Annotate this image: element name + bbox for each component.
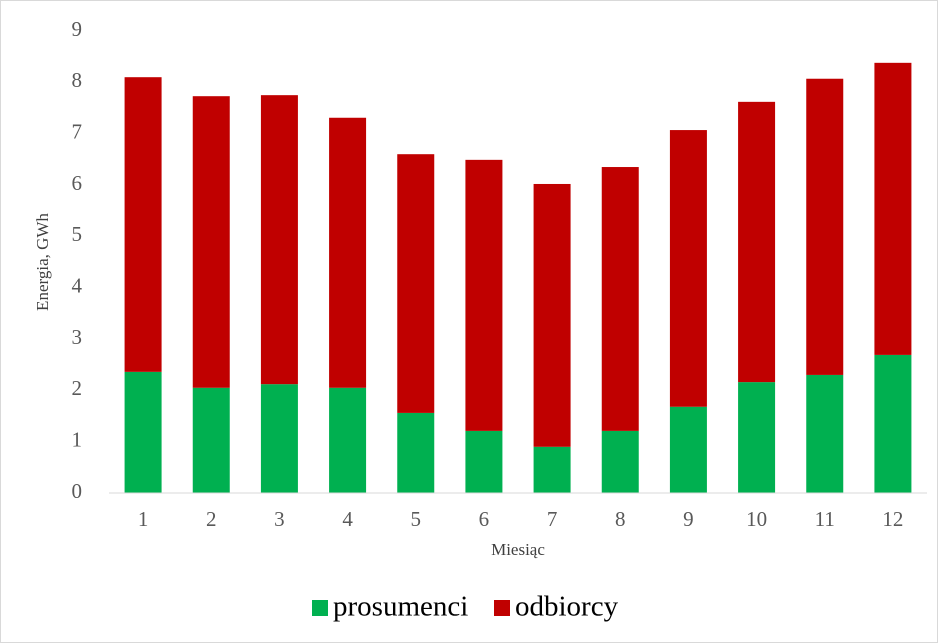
bar-segment bbox=[533, 446, 571, 493]
y-tick-label: 6 bbox=[72, 171, 83, 195]
bar-segment bbox=[124, 371, 162, 493]
bar-segment bbox=[669, 406, 707, 493]
x-tick-label: 12 bbox=[882, 507, 903, 531]
x-tick-label: 11 bbox=[815, 507, 835, 531]
bar-segment bbox=[806, 374, 844, 493]
bar-segment bbox=[738, 382, 776, 493]
legend-swatch bbox=[312, 600, 328, 616]
y-tick-label: 9 bbox=[72, 17, 83, 41]
bar-segment bbox=[124, 77, 162, 372]
bar-segment bbox=[874, 62, 912, 355]
bar-segment bbox=[465, 159, 503, 431]
bar-segment bbox=[601, 430, 639, 493]
bar-segment bbox=[192, 96, 230, 388]
x-tick-label: 7 bbox=[547, 507, 558, 531]
x-tick-label: 3 bbox=[274, 507, 285, 531]
y-tick-label: 2 bbox=[72, 376, 83, 400]
bar-segment bbox=[260, 95, 298, 385]
y-tick-label: 8 bbox=[72, 68, 83, 92]
x-tick-label: 4 bbox=[342, 507, 353, 531]
y-tick-label: 4 bbox=[72, 273, 83, 297]
bar-segment bbox=[874, 354, 912, 493]
legend-label: prosumenci bbox=[333, 591, 468, 623]
y-tick-label: 5 bbox=[72, 222, 83, 246]
bar-segment bbox=[329, 117, 367, 388]
legend-label: odbiorcy bbox=[515, 591, 619, 623]
bar-segment bbox=[397, 412, 435, 493]
bar-segment bbox=[397, 154, 435, 413]
bar-segment bbox=[260, 384, 298, 493]
x-axis-label: Miesiąc bbox=[491, 540, 545, 559]
y-tick-label: 1 bbox=[72, 427, 83, 451]
bar-segment bbox=[533, 183, 571, 447]
x-tick-label: 6 bbox=[479, 507, 490, 531]
bar-segment bbox=[601, 167, 639, 431]
y-tick-label: 7 bbox=[72, 119, 83, 143]
y-tick-label: 3 bbox=[72, 325, 83, 349]
bar-segment bbox=[465, 430, 503, 493]
bar-segment bbox=[192, 387, 230, 493]
bar-segment bbox=[806, 78, 844, 375]
x-tick-label: 10 bbox=[746, 507, 767, 531]
bar-segment bbox=[329, 387, 367, 493]
bar-segment bbox=[669, 130, 707, 407]
x-tick-label: 2 bbox=[206, 507, 217, 531]
y-tick-label: 0 bbox=[72, 479, 83, 503]
x-tick-label: 9 bbox=[683, 507, 694, 531]
x-tick-label: 8 bbox=[615, 507, 626, 531]
bar-segment bbox=[738, 101, 776, 383]
legend-swatch bbox=[494, 600, 510, 616]
x-tick-label: 1 bbox=[138, 507, 149, 531]
x-tick-label: 5 bbox=[411, 507, 422, 531]
y-axis-label: Energia, GWh bbox=[33, 213, 52, 311]
